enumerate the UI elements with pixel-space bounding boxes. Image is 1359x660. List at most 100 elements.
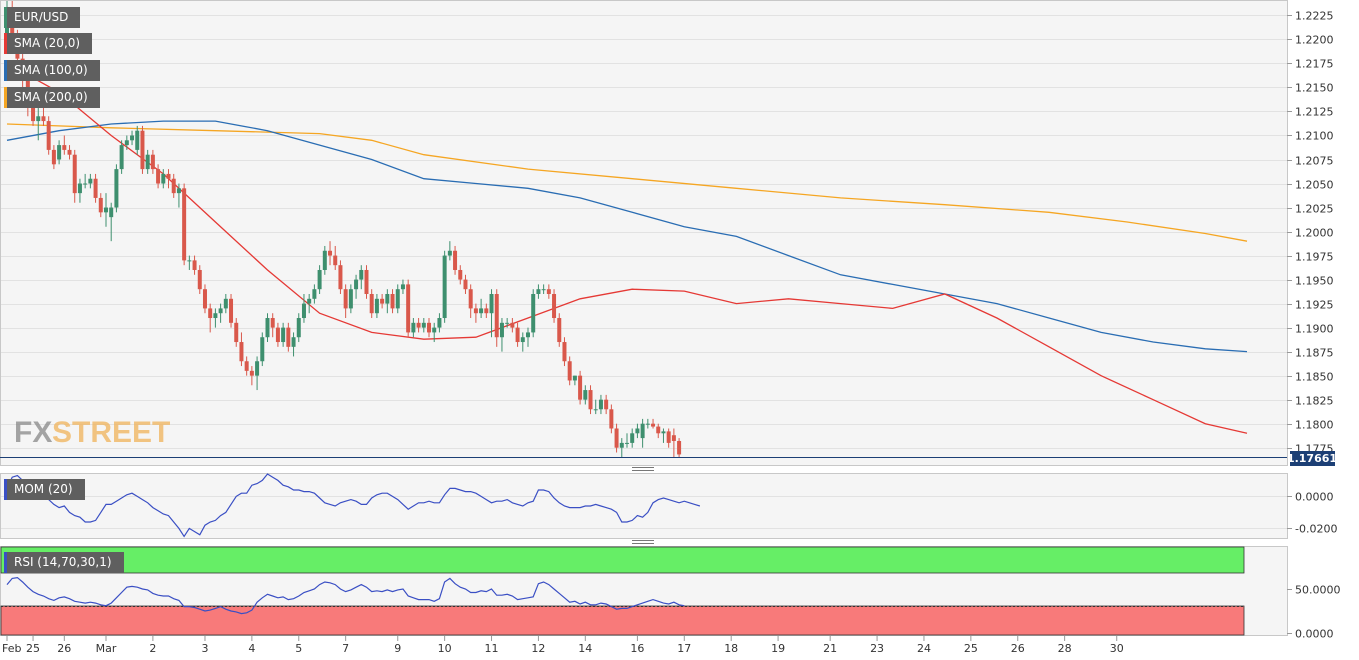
- time-tick-label: 14: [578, 642, 592, 655]
- candle-body: [531, 294, 536, 333]
- candle-body: [41, 116, 46, 122]
- candle: [36, 106, 41, 141]
- candle-body: [296, 318, 301, 338]
- candle: [119, 140, 124, 174]
- candle: [182, 183, 187, 266]
- legend-sma20[interactable]: SMA (20,0): [4, 33, 93, 54]
- candle-body: [234, 322, 239, 343]
- candle-body: [390, 294, 395, 309]
- candle-body: [286, 327, 291, 347]
- candle: [317, 265, 322, 295]
- candle-body: [421, 322, 426, 328]
- candle-body: [312, 289, 317, 299]
- candle-body: [218, 308, 223, 314]
- legend-rsi-label: RSI (14,70,30,1): [14, 555, 112, 569]
- candle-body: [343, 289, 348, 309]
- candle: [562, 337, 567, 367]
- candle: [103, 193, 108, 227]
- candle: [156, 164, 161, 189]
- legend-pair[interactable]: EUR/USD: [4, 7, 81, 28]
- candle-body: [442, 255, 447, 319]
- candle: [593, 399, 598, 415]
- mom-panel[interactable]: [0, 473, 1288, 539]
- candle-body: [187, 260, 192, 262]
- candle-body: [348, 289, 353, 309]
- candle-body: [645, 423, 650, 425]
- candle-body: [458, 269, 463, 280]
- time-tick-label: 25: [964, 642, 978, 655]
- legend-rsi[interactable]: RSI (14,70,30,1): [4, 552, 124, 573]
- panel-splitter-handle-2[interactable]: [632, 540, 654, 544]
- candle: [275, 322, 280, 347]
- legend-mom-label: MOM (20): [14, 482, 73, 496]
- legend-sma100-label: SMA (100,0): [14, 63, 88, 77]
- rsi-tick-label: 0.0000: [1295, 628, 1334, 641]
- candle-body: [427, 322, 432, 333]
- candle: [265, 313, 270, 343]
- price-tick-label: 1.1925: [1295, 299, 1334, 312]
- sma-20-line: [6, 62, 1248, 434]
- candle-body: [208, 308, 213, 319]
- legend-sma200[interactable]: SMA (200,0): [4, 87, 100, 108]
- candle-body: [479, 308, 484, 314]
- candle: [88, 173, 93, 189]
- candle: [166, 169, 171, 189]
- time-tick-label: Feb: [2, 642, 21, 655]
- candle-body: [307, 298, 312, 304]
- time-tick-label: 19: [771, 642, 785, 655]
- candle: [176, 183, 181, 208]
- candle-body: [72, 154, 77, 194]
- time-tick-label: 12: [531, 642, 545, 655]
- candle: [197, 265, 202, 295]
- candle: [442, 250, 447, 323]
- candle: [572, 375, 577, 386]
- price-tick-label: 1.2050: [1295, 179, 1334, 192]
- candle: [348, 284, 353, 314]
- panel-splitter-handle[interactable]: [632, 467, 654, 471]
- candle: [661, 428, 666, 443]
- mom-tick-label: -0.0200: [1295, 523, 1337, 536]
- legend-sma100-swatch: [4, 60, 7, 81]
- candle: [609, 404, 614, 434]
- legend-sma100[interactable]: SMA (100,0): [4, 60, 100, 81]
- candle: [239, 332, 244, 367]
- candle: [624, 433, 629, 448]
- candle: [385, 289, 390, 314]
- candle: [140, 125, 145, 174]
- candle-body: [171, 178, 176, 194]
- candle-body: [489, 294, 494, 314]
- rsi-axis: 50.0000 0.0000: [1287, 584, 1341, 641]
- rsi-oversold-zone: [0, 605, 1245, 636]
- candle-body: [432, 327, 437, 333]
- candle-body: [301, 303, 306, 319]
- candle-body: [463, 279, 468, 290]
- candle-body: [249, 370, 254, 376]
- candle-body: [67, 149, 72, 155]
- candle-body: [317, 269, 322, 290]
- last-price-label: 1.17661: [1287, 452, 1337, 465]
- candle: [213, 308, 218, 328]
- candle-body: [578, 375, 583, 400]
- candle: [671, 428, 676, 458]
- candle-body: [359, 269, 364, 280]
- candle-body: [166, 173, 171, 179]
- candle-body: [202, 289, 207, 309]
- candle: [614, 423, 619, 453]
- candle-body: [411, 322, 416, 333]
- sma-100-line: [6, 120, 1248, 353]
- candle-body: [130, 135, 135, 141]
- legend-mom[interactable]: MOM (20): [4, 479, 85, 500]
- candle: [520, 332, 525, 352]
- candle: [333, 245, 338, 270]
- candle-body: [156, 169, 161, 184]
- candle-body: [588, 390, 593, 410]
- candle: [510, 318, 515, 333]
- candle: [473, 303, 478, 323]
- candle: [432, 322, 437, 343]
- price-tick-label: 1.1875: [1295, 347, 1334, 360]
- candle: [255, 356, 260, 391]
- candle-body: [46, 121, 51, 150]
- candle-body: [406, 284, 411, 333]
- time-tick-label: 26: [57, 642, 71, 655]
- candle: [249, 366, 254, 386]
